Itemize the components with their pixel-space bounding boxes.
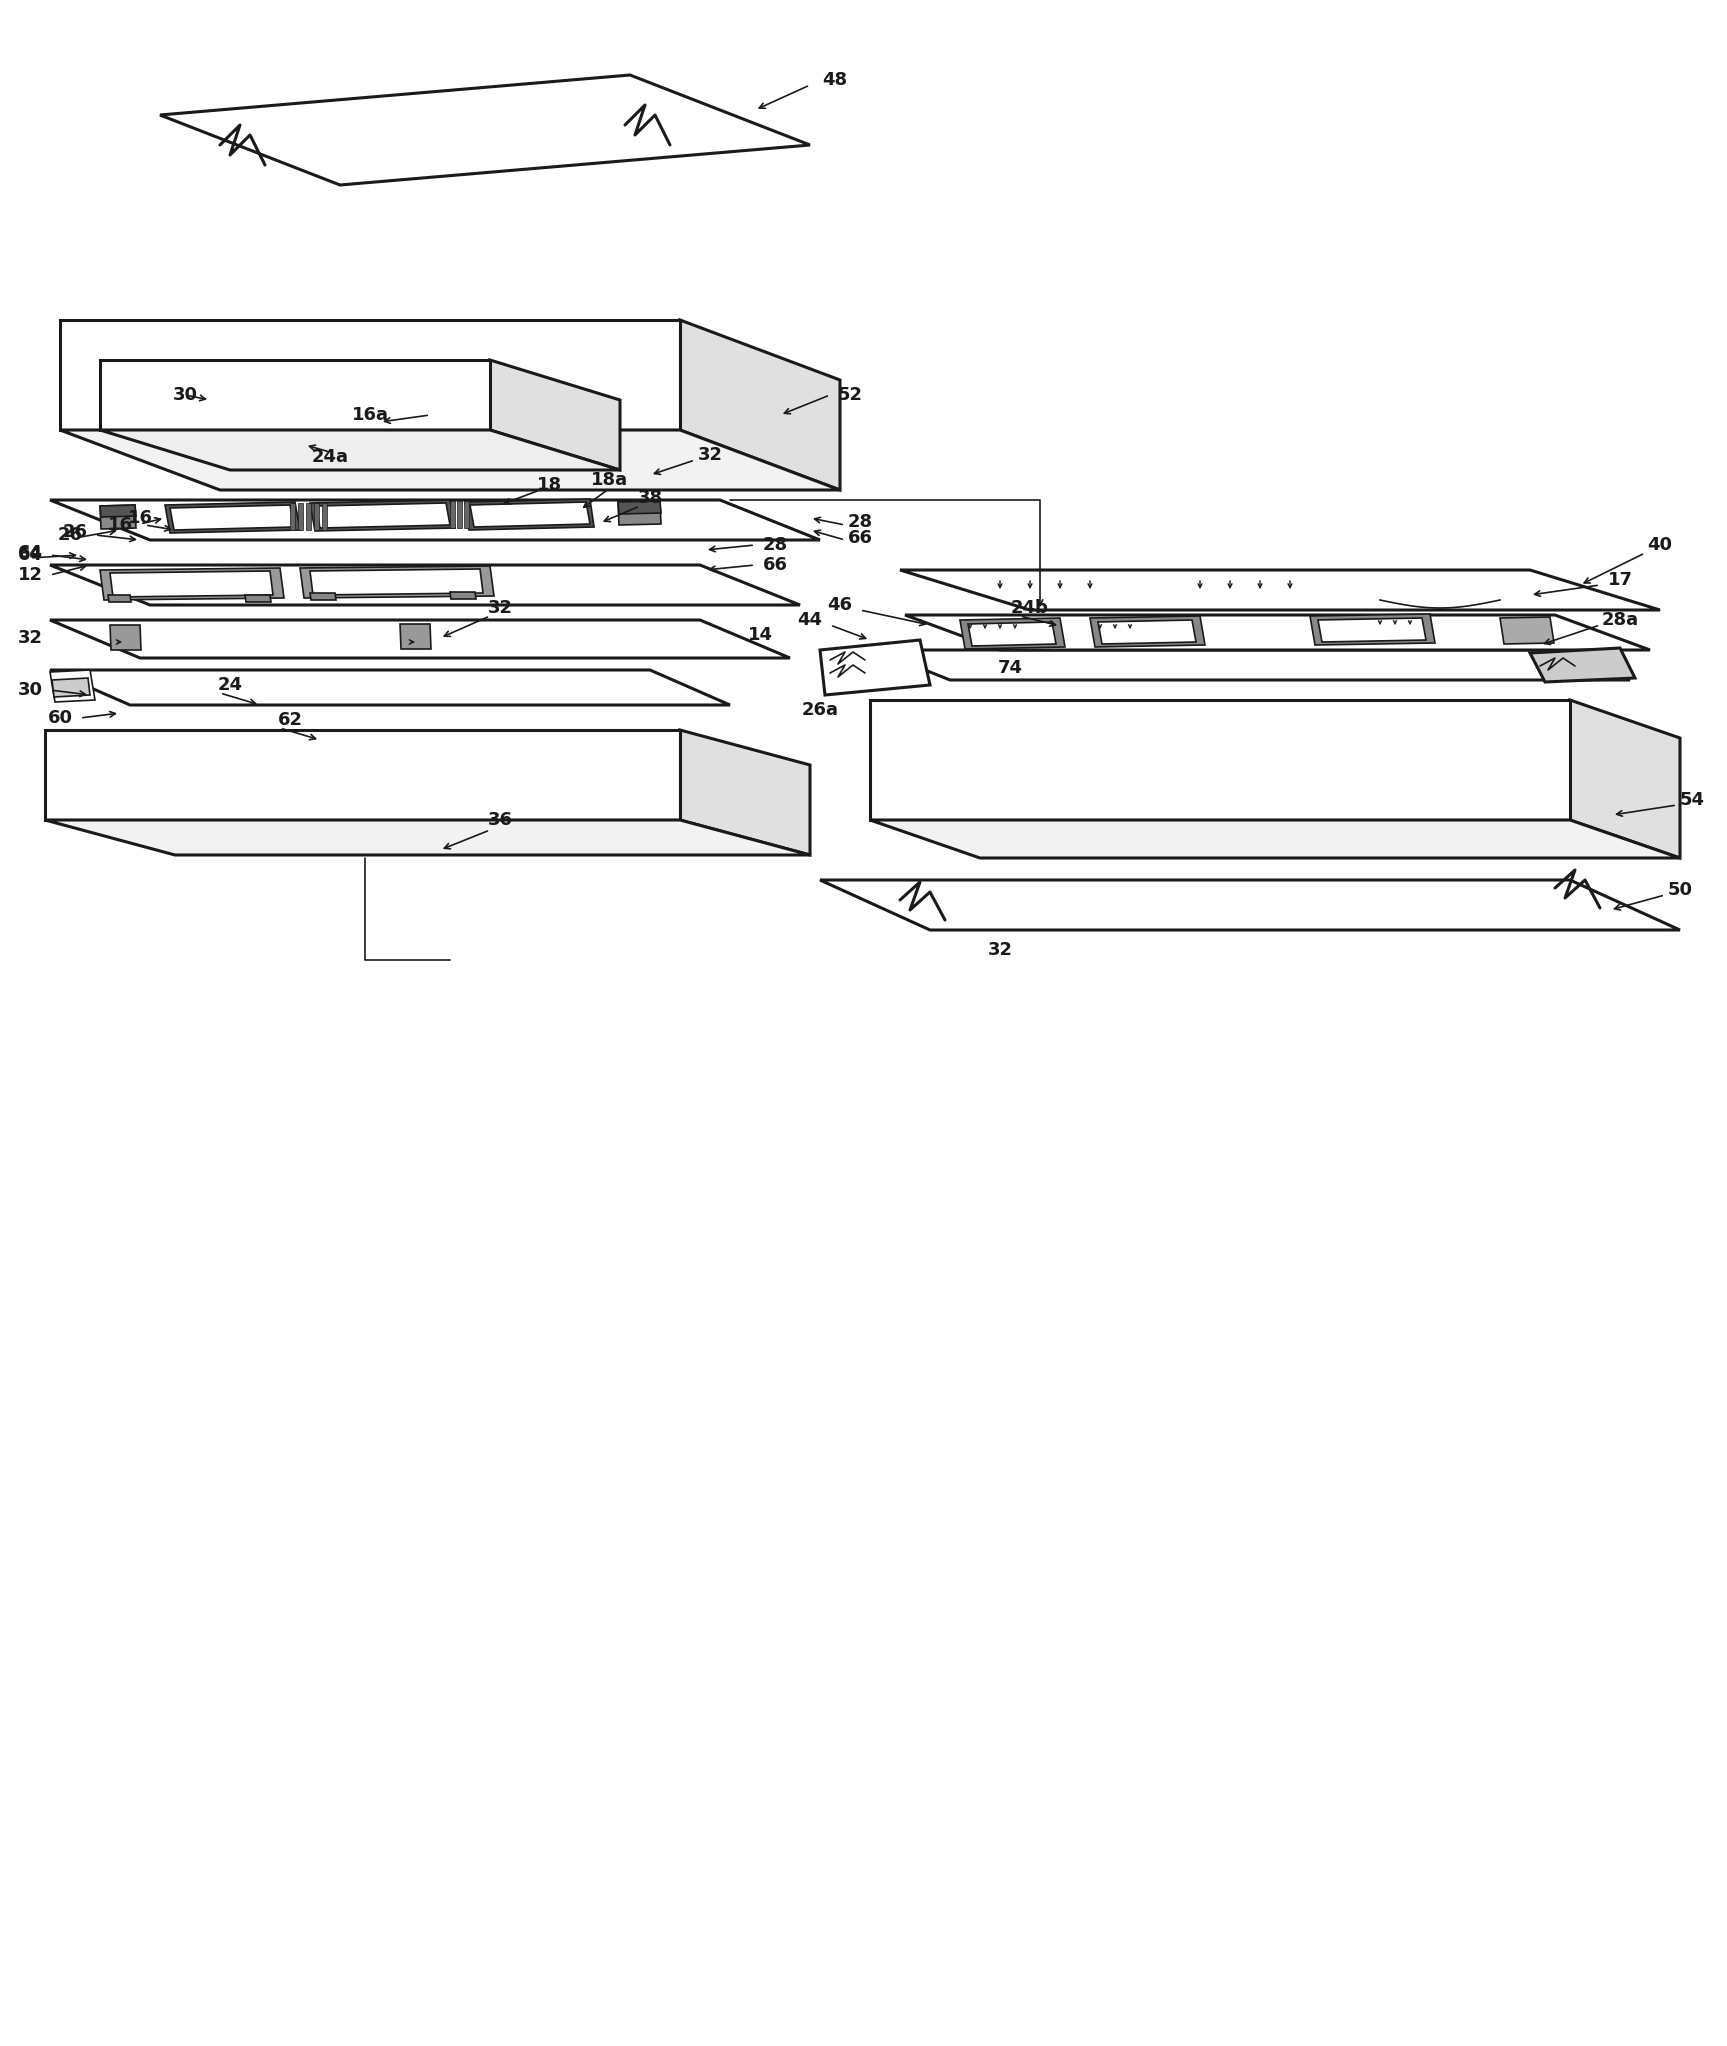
Polygon shape (100, 430, 620, 471)
Polygon shape (960, 618, 1066, 649)
Polygon shape (458, 501, 463, 528)
Text: 26a: 26a (801, 702, 839, 718)
Text: 66: 66 (763, 557, 788, 575)
Polygon shape (820, 880, 1680, 931)
Text: 18: 18 (537, 477, 563, 493)
Polygon shape (169, 505, 294, 530)
Text: 26: 26 (62, 524, 88, 540)
Polygon shape (50, 669, 95, 702)
Text: 50: 50 (1668, 882, 1692, 898)
Polygon shape (111, 571, 273, 597)
Polygon shape (311, 569, 484, 595)
Text: 40: 40 (1648, 536, 1672, 554)
Polygon shape (1090, 616, 1205, 647)
Text: 16: 16 (107, 516, 133, 534)
Polygon shape (100, 360, 490, 430)
Polygon shape (900, 571, 1660, 610)
Polygon shape (100, 569, 283, 599)
Text: 24a: 24a (311, 448, 349, 466)
Text: 52: 52 (838, 387, 862, 403)
Text: 32: 32 (487, 599, 513, 618)
Text: 17: 17 (1608, 571, 1632, 589)
Polygon shape (1570, 700, 1680, 857)
Polygon shape (100, 505, 136, 530)
Text: 18a: 18a (591, 471, 629, 489)
Polygon shape (299, 503, 302, 530)
Polygon shape (316, 503, 451, 528)
Polygon shape (680, 319, 839, 489)
Text: 48: 48 (822, 72, 848, 88)
Text: 64: 64 (17, 544, 43, 563)
Polygon shape (50, 620, 789, 659)
Polygon shape (60, 430, 839, 489)
Text: 38: 38 (637, 489, 663, 507)
Text: 32: 32 (17, 628, 43, 647)
Polygon shape (100, 505, 136, 518)
Text: 30: 30 (173, 387, 197, 403)
Polygon shape (290, 503, 295, 530)
Polygon shape (45, 820, 810, 855)
Polygon shape (1318, 618, 1427, 642)
Polygon shape (45, 730, 680, 820)
Text: 12: 12 (17, 567, 43, 583)
Text: 28a: 28a (1601, 612, 1639, 628)
Text: 28: 28 (762, 536, 788, 554)
Polygon shape (1311, 614, 1435, 644)
Polygon shape (109, 595, 131, 602)
Text: 14: 14 (748, 626, 772, 644)
Text: 36: 36 (487, 810, 513, 829)
Polygon shape (401, 624, 432, 649)
Polygon shape (876, 651, 1630, 679)
Text: 16: 16 (128, 509, 152, 528)
Polygon shape (161, 76, 810, 184)
Text: 62: 62 (278, 712, 302, 728)
Polygon shape (451, 591, 477, 599)
Polygon shape (465, 501, 470, 528)
Polygon shape (245, 595, 271, 602)
Text: 64: 64 (17, 546, 43, 565)
Polygon shape (618, 501, 661, 514)
Text: 24b: 24b (1010, 599, 1048, 618)
Polygon shape (50, 565, 800, 606)
Text: 28: 28 (848, 514, 872, 532)
Polygon shape (1501, 618, 1554, 644)
Text: 26: 26 (57, 526, 83, 544)
Polygon shape (50, 499, 820, 540)
Polygon shape (820, 640, 931, 696)
Polygon shape (680, 730, 810, 855)
Text: 66: 66 (848, 530, 872, 546)
Polygon shape (311, 499, 454, 532)
Polygon shape (870, 820, 1680, 857)
Polygon shape (52, 677, 90, 698)
Text: 44: 44 (798, 612, 822, 628)
Polygon shape (969, 622, 1055, 647)
Text: 74: 74 (998, 659, 1022, 677)
Polygon shape (1098, 620, 1197, 644)
Polygon shape (321, 503, 326, 530)
Text: 32: 32 (988, 941, 1012, 960)
Polygon shape (451, 501, 454, 528)
Polygon shape (618, 501, 661, 526)
Polygon shape (905, 616, 1649, 651)
Polygon shape (490, 360, 620, 471)
Polygon shape (111, 624, 142, 651)
Polygon shape (870, 700, 1570, 820)
Polygon shape (1530, 649, 1635, 681)
Polygon shape (314, 503, 319, 530)
Polygon shape (50, 669, 731, 706)
Text: 24: 24 (218, 675, 242, 694)
Polygon shape (60, 319, 680, 430)
Polygon shape (306, 503, 311, 530)
Polygon shape (465, 499, 594, 530)
Polygon shape (166, 501, 300, 534)
Text: 54: 54 (1679, 792, 1705, 808)
Text: 16a: 16a (352, 405, 389, 424)
Text: 46: 46 (827, 595, 853, 614)
Polygon shape (311, 593, 337, 599)
Text: 32: 32 (698, 446, 722, 464)
Polygon shape (300, 567, 494, 597)
Polygon shape (470, 501, 591, 528)
Text: 30: 30 (17, 681, 43, 700)
Text: 60: 60 (48, 710, 73, 726)
